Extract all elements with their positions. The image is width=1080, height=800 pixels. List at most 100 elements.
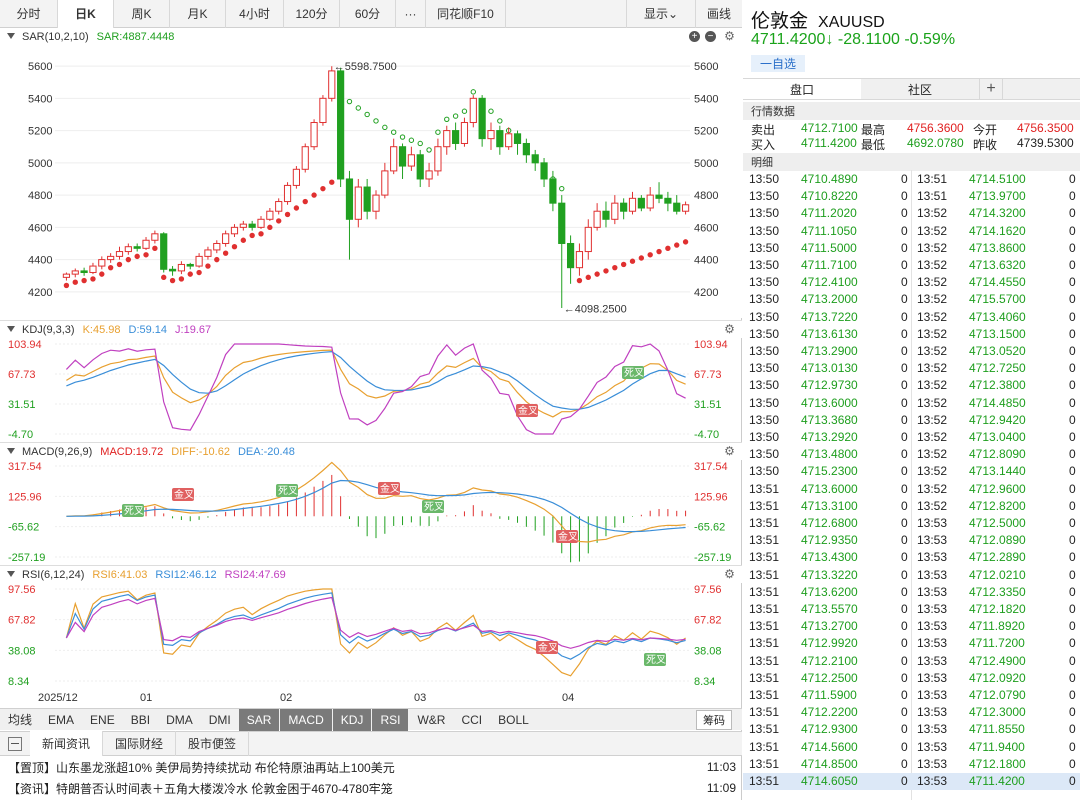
tick-volume: 0: [901, 395, 908, 410]
tick-time: 13:50: [749, 447, 780, 462]
table-row: 13:51 4712.2500 0 13:53 4712.0920 0: [743, 670, 1080, 687]
chips-button[interactable]: 筹码: [696, 709, 732, 730]
display-menu[interactable]: 显示 ⌄: [626, 0, 696, 28]
tick-time: 13:52: [917, 206, 948, 221]
table-row: 13:51 4713.5570 0 13:53 4712.1820 0: [743, 601, 1080, 618]
x-tick: 2025/12: [38, 692, 78, 704]
market-cell: 4756.3500: [1017, 121, 1074, 135]
indicator-tab[interactable]: SAR: [238, 708, 280, 731]
collapse-icon[interactable]: [7, 326, 15, 332]
tick-volume: 0: [901, 653, 908, 668]
rsi24-line: [65, 596, 686, 649]
y-tick: 5600: [694, 61, 718, 73]
gear-icon[interactable]: ⚙: [724, 444, 735, 458]
gear-icon[interactable]: ⚙: [724, 567, 735, 581]
indicator-tab[interactable]: CCI: [461, 712, 483, 727]
dead-cross-badge: [622, 366, 644, 379]
tick-time: 13:52: [917, 344, 948, 358]
news-text[interactable]: 特朗普否认时间表＋五角大楼泼冷水 伦敦金困于4670-4780牢笼: [56, 781, 393, 796]
add-watchlist-button[interactable]: 一自选: [751, 55, 805, 72]
tick-price: 4714.1620: [969, 223, 1026, 238]
news-tab[interactable]: 股市便签: [176, 731, 250, 756]
y-tick: 31.51: [694, 399, 722, 411]
tick-price: 4713.4060: [969, 309, 1026, 324]
gear-icon[interactable]: ⚙: [724, 29, 735, 43]
period-tab[interactable]: 同花顺F10: [426, 0, 506, 28]
sar-dot: [417, 140, 423, 147]
tab-community[interactable]: 社区: [907, 82, 932, 97]
macd-chart[interactable]: 317.54 317.54 125.96 125.96 -65.62 -65.62 -257…: [0, 460, 742, 565]
news-item[interactable]: 【资讯】 特朗普否认时间表＋五角大楼泼冷水 伦敦金困于4670-4780牢笼 1…: [0, 777, 742, 799]
plus-circle-icon[interactable]: +: [689, 31, 700, 42]
collapse-icon[interactable]: [7, 448, 15, 454]
candlestick-chart[interactable]: 5600 5600 5400 5400 5200 5200 5000 5000 4800 4800…: [0, 46, 742, 318]
indicator-tab[interactable]: ENE: [90, 712, 115, 727]
period-tab[interactable]: 60分: [340, 0, 396, 28]
tick-volume: 0: [901, 292, 908, 307]
tab-pankou[interactable]: 盘口: [743, 79, 861, 99]
table-row: 13:50 4711.1050 0 13:52 4714.1620 0: [743, 223, 1080, 240]
candle-body: [62, 273, 71, 278]
tick-time: 13:53: [917, 550, 948, 565]
period-tab[interactable]: ···: [396, 0, 426, 28]
indicator-tab[interactable]: 均线: [8, 713, 33, 727]
low-label: ←4098.2500: [564, 303, 627, 315]
table-row: 13:50 4715.2300 0 13:52 4713.1440 0: [743, 463, 1080, 480]
tick-price: 4712.3350: [969, 584, 1026, 599]
indicator-tab[interactable]: BBI: [130, 712, 151, 727]
indicator-tab[interactable]: W&R: [417, 712, 446, 727]
period-tab[interactable]: 120分: [284, 0, 340, 28]
minimize-icon[interactable]: [8, 736, 22, 751]
kdj-k: K:45.98: [82, 323, 121, 336]
tick-price: 4714.6050: [801, 774, 858, 788]
y-tick: 4200: [694, 287, 718, 299]
tick-volume: 0: [1069, 430, 1076, 444]
tick-volume: 0: [901, 344, 908, 358]
tick-volume: 0: [901, 223, 908, 238]
candle-body: [673, 202, 681, 212]
period-tab[interactable]: 日K: [58, 0, 114, 28]
tick-price: 4711.2020: [801, 206, 857, 221]
indicator-tab[interactable]: KDJ: [332, 708, 372, 731]
collapse-icon[interactable]: [7, 33, 15, 39]
period-tab[interactable]: 分时: [0, 0, 58, 28]
y-tick: -257.19: [8, 552, 45, 564]
candle-body: [107, 255, 115, 261]
tick-volume: 0: [901, 189, 908, 204]
news-item[interactable]: 【置顶】 山东墨龙涨超10% 美伊局势持续扰动 布伦特原油再站上100美元 11…: [0, 756, 742, 778]
news-tab[interactable]: 新闻资讯: [30, 731, 104, 756]
tick-price: 4712.4900: [969, 653, 1026, 668]
y-tick: 5000: [28, 158, 52, 170]
tick-volume: 0: [1069, 636, 1076, 651]
indicator-tab[interactable]: MACD: [280, 708, 332, 731]
add-tab-icon[interactable]: +: [979, 79, 1003, 99]
indicator-tab[interactable]: BOLL: [498, 712, 529, 727]
tick-price: 4714.3200: [969, 206, 1026, 221]
candle-body: [531, 154, 539, 164]
y-tick: 5400: [28, 93, 52, 105]
candle-body: [301, 146, 309, 170]
tick-time: 13:50: [749, 172, 780, 186]
indicator-tab[interactable]: EMA: [48, 712, 75, 727]
gear-icon[interactable]: ⚙: [724, 322, 735, 336]
minus-circle-icon[interactable]: −: [705, 31, 716, 42]
news-tab[interactable]: 国际财经: [103, 731, 177, 756]
kdj-chart[interactable]: 103.94 103.94 67.73 67.73 31.51 31.51 -4.70 -4.…: [0, 338, 742, 442]
news-text[interactable]: 山东墨龙涨超10% 美伊局势持续扰动 布伦特原油再站上100美元: [56, 760, 395, 775]
period-tab[interactable]: 月K: [170, 0, 226, 28]
indicator-tab[interactable]: RSI: [372, 708, 409, 731]
candle-body: [478, 97, 486, 140]
rsi-chart[interactable]: 97.56 97.56 67.82 67.82 38.08 38.08 8.34 8.34 金叉…: [0, 583, 742, 689]
tick-volume: 0: [1069, 206, 1076, 221]
market-cell: 4712.7100: [801, 121, 858, 135]
collapse-icon[interactable]: [7, 571, 15, 577]
table-row: 13:50 4713.2920 0 13:52 4713.0400 0: [743, 429, 1080, 446]
candle-body: [310, 122, 318, 148]
draw-line-button[interactable]: 画线: [706, 7, 731, 21]
period-tab[interactable]: 4小时: [226, 0, 284, 28]
period-tab[interactable]: 周K: [114, 0, 170, 28]
y-tick: 5200: [694, 126, 718, 138]
indicator-tab[interactable]: DMA: [166, 712, 193, 727]
indicator-tab[interactable]: DMI: [208, 712, 231, 727]
tick-price: 4712.0790: [969, 688, 1026, 702]
